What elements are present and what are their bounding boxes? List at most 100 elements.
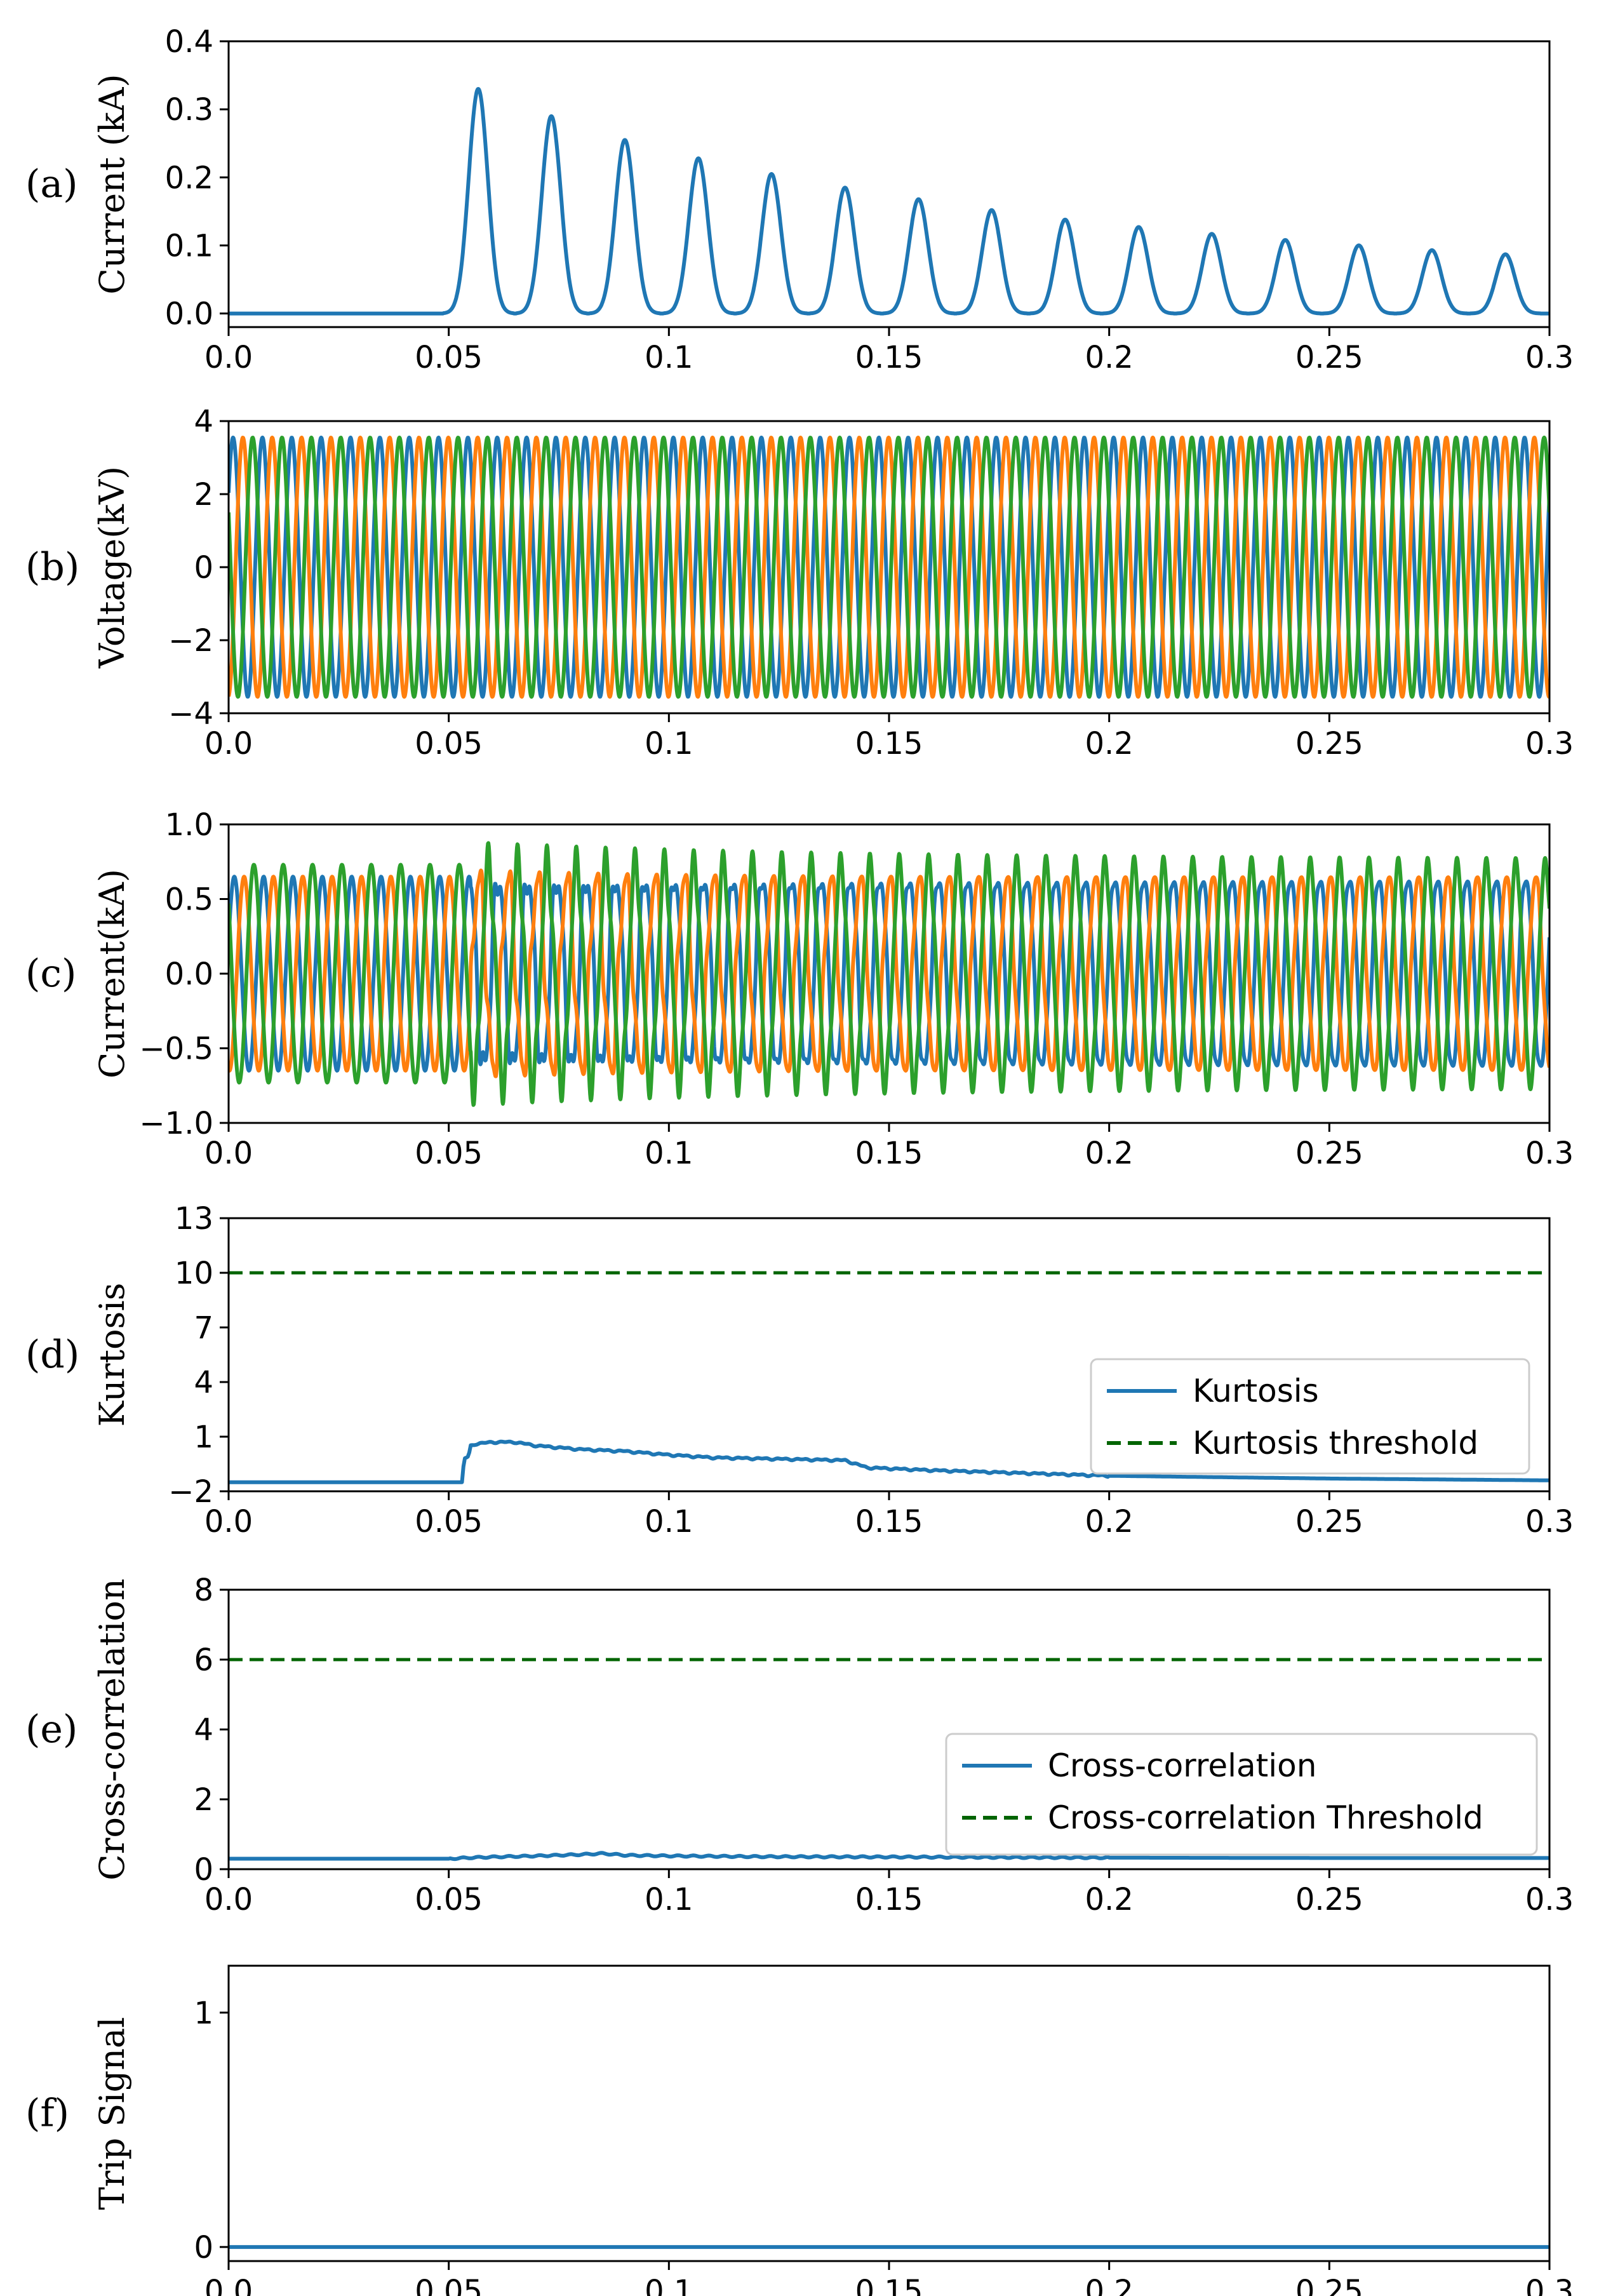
y-tick-label: 8: [194, 1573, 213, 1608]
y-axis-label: Kurtosis: [92, 1283, 132, 1427]
y-tick-label: 1: [194, 1420, 213, 1455]
x-tick-label: 0.05: [415, 340, 483, 375]
y-tick-label: 0.0: [165, 297, 213, 332]
plot-area: [229, 435, 1549, 699]
x-tick-label: 0.2: [1085, 1136, 1133, 1171]
series-phase-b: [229, 868, 1549, 1078]
y-tick-label: 1.0: [165, 807, 213, 843]
x-tick-label: 0.05: [415, 1504, 483, 1540]
x-tick-label: 0.05: [415, 2274, 483, 2296]
y-tick-label: 0.5: [165, 882, 213, 918]
x-tick-label: 0.2: [1085, 1504, 1133, 1540]
series-phase-c: [229, 841, 1549, 1107]
panel-label: (e): [25, 1707, 77, 1752]
x-tick-label: 0.1: [645, 1504, 693, 1540]
x-tick-label: 0.0: [204, 1882, 253, 1917]
panel-d: 0.0 0.05 0.1 0.15 0.2 0.25 0.3 −2 1 4 7 10 13 Kurtosi…: [25, 1201, 1574, 1540]
y-tick-label: 2: [194, 1782, 213, 1818]
y-tick-label: 0: [194, 2230, 213, 2266]
panel-b: 0.0 0.05 0.1 0.15 0.2 0.25 0.3 −4 −2 0 2 4 Voltage(k…: [25, 404, 1574, 762]
plot-area: [229, 1271, 1549, 1484]
series-cross-correlation: [229, 1851, 1549, 1862]
plot-area: [229, 87, 1549, 316]
y-tick-label: 0: [194, 1852, 213, 1888]
series-kurtosis: [229, 1439, 1549, 1484]
y-tick-label: 4: [194, 1712, 213, 1748]
x-tick-label: 0.0: [204, 340, 253, 375]
y-tick-label: 7: [194, 1310, 213, 1346]
x-tick-label: 0.3: [1525, 1136, 1574, 1171]
y-axis-label: Cross-correlation: [92, 1578, 132, 1880]
plot-area: [229, 841, 1549, 1107]
y-axis-label: Current (kA): [92, 74, 132, 294]
panel-a: 0.0 0.05 0.1 0.15 0.2 0.25 0.3 0.0 0.1 0.2 0.3 0.4 C…: [25, 24, 1574, 375]
y-tick-label: 2: [194, 477, 213, 513]
y-tick-label: 0: [194, 550, 213, 586]
plot-area: [229, 1658, 1549, 1862]
legend-label: Cross-correlation: [1048, 1747, 1316, 1784]
legend: Cross-correlation Cross-correlation Thres…: [945, 1733, 1538, 1856]
y-tick-label: −2: [168, 623, 213, 659]
y-tick-label: 0.2: [165, 160, 213, 196]
x-tick-label: 0.0: [204, 726, 253, 762]
x-tick-label: 0.0: [204, 1136, 253, 1171]
panel-label: (b): [25, 545, 79, 589]
y-tick-label: −0.5: [139, 1031, 213, 1067]
x-tick-label: 0.3: [1525, 340, 1574, 375]
x-tick-label: 0.15: [855, 1504, 923, 1540]
panel-label: (f): [25, 2091, 69, 2136]
x-tick-label: 0.2: [1085, 1882, 1133, 1917]
y-tick-label: −2: [168, 1474, 213, 1510]
y-axis-label: Trip Signal: [92, 2017, 132, 2210]
panel-f: 0.0 0.05 0.1 0.15 0.2 0.25 0.3 0 1 Trip Signal (f)…: [25, 1964, 1574, 2296]
y-tick-label: −4: [168, 696, 213, 732]
y-tick-label: 10: [175, 1256, 213, 1291]
x-tick-label: 0.15: [855, 1136, 923, 1171]
x-tick-label: 0.15: [855, 726, 923, 762]
series-phase-c: [229, 435, 1549, 699]
legend-label: Kurtosis threshold: [1193, 1425, 1478, 1461]
x-tick-label: 0.0: [204, 1504, 253, 1540]
panel-c: 0.0 0.05 0.1 0.15 0.2 0.25 0.3 −1.0 −0.5 0.0 0.5 1.…: [25, 807, 1574, 1171]
x-tick-label: 0.25: [1295, 726, 1363, 762]
y-tick-label: 4: [194, 1365, 213, 1400]
x-tick-label: 0.1: [645, 1136, 693, 1171]
x-tick-label: 0.3: [1525, 1504, 1574, 1540]
y-tick-label: −1.0: [139, 1106, 213, 1141]
y-tick-label: 0.3: [165, 92, 213, 128]
y-tick-label: 6: [194, 1642, 213, 1678]
series-current: [229, 87, 1549, 316]
x-tick-label: 0.25: [1295, 2274, 1363, 2296]
axes-frame: [227, 1964, 1551, 2262]
series-phase-b: [229, 435, 1549, 699]
x-tick-label: 0.3: [1525, 1882, 1574, 1917]
x-tick-label: 0.1: [645, 2274, 693, 2296]
x-tick-label: 0.2: [1085, 2274, 1133, 2296]
panel-label: (c): [25, 951, 76, 996]
legend-label: Kurtosis: [1193, 1373, 1319, 1409]
x-tick-label: 0.1: [645, 1882, 693, 1917]
x-tick-label: 0.25: [1295, 1136, 1363, 1171]
y-axis-label: Current(kA): [92, 869, 132, 1078]
y-tick-label: 0.4: [165, 24, 213, 60]
x-tick-label: 0.2: [1085, 726, 1133, 762]
x-tick-label: 0.05: [415, 726, 483, 762]
x-tick-label: 0.25: [1295, 1882, 1363, 1917]
axes-frame: [227, 40, 1551, 328]
x-tick-label: 0.05: [415, 1882, 483, 1917]
x-tick-label: 0.25: [1295, 340, 1363, 375]
legend: Kurtosis Kurtosis threshold: [1090, 1358, 1530, 1475]
panel-label: (a): [25, 162, 78, 206]
y-tick-label: 4: [194, 404, 213, 440]
x-tick-label: 0.0: [204, 2274, 253, 2296]
y-tick-label: 0.0: [165, 957, 213, 992]
x-tick-label: 0.3: [1525, 726, 1574, 762]
y-tick-label: 0.1: [165, 228, 213, 264]
x-tick-label: 0.15: [855, 340, 923, 375]
panel-e: 0.0 0.05 0.1 0.15 0.2 0.25 0.3 0 2 4 6 8 Cross-corre…: [25, 1573, 1574, 1917]
legend-frame: [945, 1733, 1538, 1856]
legend-label: Cross-correlation Threshold: [1048, 1799, 1483, 1836]
x-tick-label: 0.15: [855, 2274, 923, 2296]
x-tick-label: 0.1: [645, 340, 693, 375]
